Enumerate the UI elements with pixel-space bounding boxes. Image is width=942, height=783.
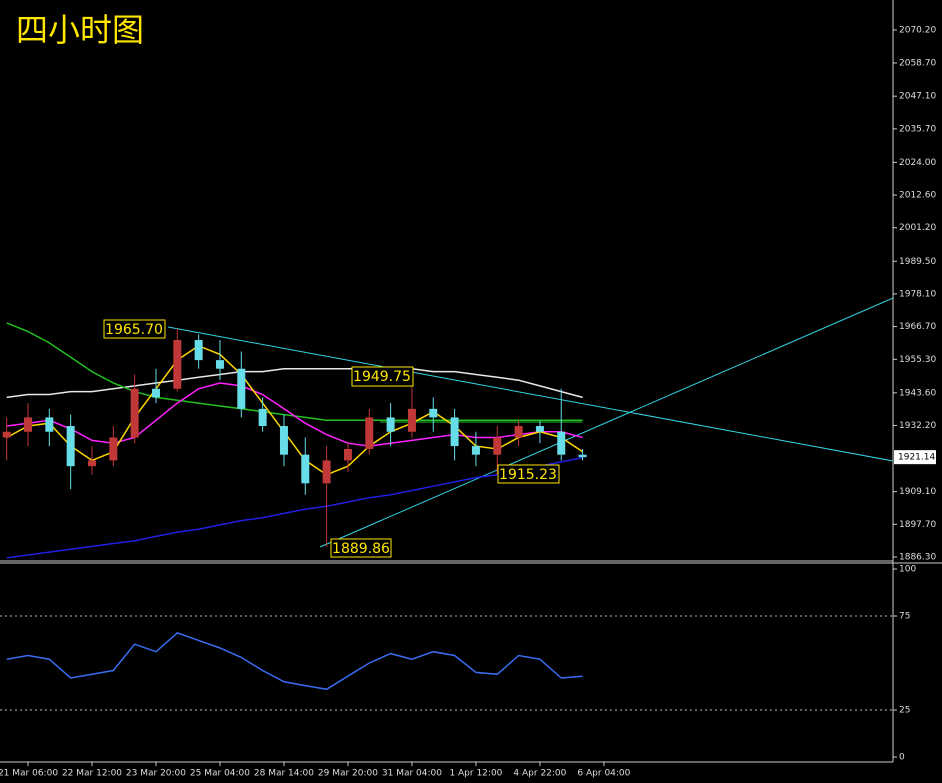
y-tick-label: 2035.70 (899, 124, 936, 134)
x-tick-label: 29 Mar 20:00 (318, 769, 378, 779)
y-tick-label: 1989.50 (899, 257, 936, 267)
x-tick-label: 21 Mar 06:00 (0, 769, 58, 779)
y-tick-label: 25 (899, 706, 910, 716)
candle-body (24, 417, 32, 432)
y-tick-label: 2012.60 (899, 191, 936, 201)
x-tick-label: 1 Apr 12:00 (449, 769, 502, 779)
y-tick-label: 1966.70 (899, 322, 936, 332)
indicator-line (6, 382, 583, 447)
y-tick-label: 1897.70 (899, 520, 936, 530)
candle-body (66, 426, 75, 467)
candle-body (279, 426, 288, 455)
candle-body (514, 426, 523, 438)
x-tick-label: 31 Mar 04:00 (382, 769, 442, 779)
indicator-line (6, 632, 583, 691)
x-tick-label: 22 Mar 12:00 (62, 769, 122, 779)
annotation-box (497, 464, 560, 484)
x-tick-label: 25 Mar 04:00 (190, 769, 250, 779)
y-tick-label: 100 (899, 565, 916, 575)
y-tick-label: 2070.20 (899, 26, 936, 36)
y-tick-label: 1978.10 (899, 289, 936, 299)
candle-body (429, 408, 438, 418)
y-tick-label: 2024.00 (899, 158, 936, 168)
candle-body (151, 388, 160, 398)
y-tick-label: 0 (899, 753, 905, 763)
annotation: 1915.23 (499, 467, 557, 483)
candle-body (2, 431, 11, 438)
y-tick-label: 1886.30 (899, 552, 936, 562)
trendline (319, 297, 894, 548)
trendline (167, 326, 894, 462)
candle-body (535, 426, 544, 432)
candle-body (109, 437, 118, 461)
candle-body (237, 368, 246, 409)
candle-body (45, 417, 54, 432)
candle-body (578, 454, 587, 458)
annotation: 1949.75 (353, 369, 411, 385)
candle-body (173, 340, 182, 389)
indicator-line (6, 456, 583, 559)
chart-title: 四小时图 (16, 11, 144, 49)
y-tick-label: 1909.10 (899, 487, 936, 497)
candle-body (343, 448, 352, 461)
candle-body (450, 417, 459, 447)
candle-body (493, 437, 502, 455)
annotation-box (103, 319, 166, 339)
candle-body (322, 460, 331, 484)
candle-body (471, 446, 480, 455)
y-tick-label: 75 (899, 612, 910, 622)
candle-body (130, 388, 139, 438)
x-tick-label: 28 Mar 14:00 (254, 769, 314, 779)
candle-body (557, 431, 566, 455)
x-tick-label: 23 Mar 20:00 (126, 769, 186, 779)
annotation-box (351, 366, 414, 387)
candle-body (301, 454, 310, 484)
y-tick-label: 1955.30 (899, 355, 936, 365)
candle-body (258, 408, 267, 427)
y-tick-label: 1932.20 (899, 421, 936, 431)
candle-body (407, 408, 416, 432)
annotation: 1965.70 (105, 322, 163, 338)
x-tick-label: 4 Apr 22:00 (513, 769, 566, 779)
candle-body (194, 340, 203, 361)
y-tick-label: 2001.20 (899, 223, 936, 233)
candle-body (87, 460, 96, 467)
annotation-box (330, 538, 392, 558)
indicator-line (6, 367, 583, 399)
annotation: 1889.86 (332, 541, 390, 557)
x-tick-label: 6 Apr 04:00 (577, 769, 630, 779)
candle-body (365, 417, 374, 449)
y-tick-label: 2058.70 (899, 58, 936, 68)
plot-area (2, 297, 894, 559)
candle-body (215, 360, 224, 369)
price-label-box (894, 450, 936, 465)
y-tick-label: 1943.60 (899, 388, 936, 398)
candle-body (386, 417, 395, 432)
y-tick-label: 2047.10 (899, 92, 936, 102)
price-label: 1921.14 (898, 453, 935, 463)
indicator-line (6, 344, 584, 476)
